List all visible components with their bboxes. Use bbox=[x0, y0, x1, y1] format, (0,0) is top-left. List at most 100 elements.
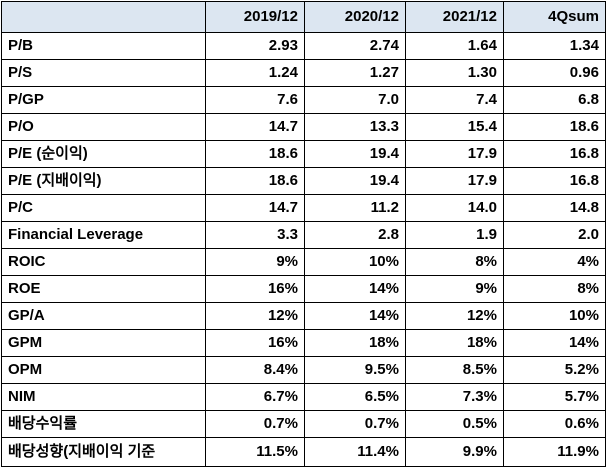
value-cell: 11.4% bbox=[304, 437, 406, 467]
value-cell: 12% bbox=[405, 302, 504, 330]
value-cell: 5.7% bbox=[503, 383, 606, 411]
value-cell: 7.3% bbox=[405, 383, 504, 411]
value-cell: 11.5% bbox=[205, 437, 305, 467]
value-cell: 14.7 bbox=[205, 113, 305, 141]
row-label: P/C bbox=[1, 194, 206, 222]
value-cell: 1.27 bbox=[304, 59, 406, 87]
row-label: P/E (순이익) bbox=[1, 140, 206, 168]
value-cell: 0.7% bbox=[205, 410, 305, 438]
value-cell: 10% bbox=[503, 302, 606, 330]
value-cell: 15.4 bbox=[405, 113, 504, 141]
table-row: P/GP 7.6 7.0 7.4 6.8 bbox=[1, 86, 606, 114]
row-label: GPM bbox=[1, 329, 206, 357]
value-cell: 1.64 bbox=[405, 32, 504, 60]
value-cell: 9% bbox=[405, 275, 504, 303]
value-cell: 11.9% bbox=[503, 437, 606, 467]
table-row: P/C 14.7 11.2 14.0 14.8 bbox=[1, 194, 606, 222]
table-row: ROIC 9% 10% 8% 4% bbox=[1, 248, 606, 276]
value-cell: 14% bbox=[503, 329, 606, 357]
value-cell: 0.5% bbox=[405, 410, 504, 438]
row-label: Financial Leverage bbox=[1, 221, 206, 249]
value-cell: 18.6 bbox=[205, 167, 305, 195]
value-cell: 14% bbox=[304, 302, 406, 330]
value-cell: 19.4 bbox=[304, 140, 406, 168]
row-label: 배당수익률 bbox=[1, 410, 206, 438]
value-cell: 9% bbox=[205, 248, 305, 276]
value-cell: 14% bbox=[304, 275, 406, 303]
value-cell: 8.5% bbox=[405, 356, 504, 384]
value-cell: 6.8 bbox=[503, 86, 606, 114]
table-row: P/E (순이익) 18.6 19.4 17.9 16.8 bbox=[1, 140, 606, 168]
table-row: P/E (지배이익) 18.6 19.4 17.9 16.8 bbox=[1, 167, 606, 195]
value-cell: 19.4 bbox=[304, 167, 406, 195]
value-cell: 7.6 bbox=[205, 86, 305, 114]
value-cell: 14.7 bbox=[205, 194, 305, 222]
value-cell: 7.0 bbox=[304, 86, 406, 114]
value-cell: 10% bbox=[304, 248, 406, 276]
row-label: ROE bbox=[1, 275, 206, 303]
table-row: P/S 1.24 1.27 1.30 0.96 bbox=[1, 59, 606, 87]
table-row: P/B 2.93 2.74 1.64 1.34 bbox=[1, 32, 606, 60]
value-cell: 2.74 bbox=[304, 32, 406, 60]
table-row: 배당수익률 0.7% 0.7% 0.5% 0.6% bbox=[1, 410, 606, 438]
header-cell-4qsum: 4Qsum bbox=[503, 1, 606, 33]
table-row: GPM 16% 18% 18% 14% bbox=[1, 329, 606, 357]
value-cell: 1.30 bbox=[405, 59, 504, 87]
value-cell: 18% bbox=[405, 329, 504, 357]
value-cell: 11.2 bbox=[304, 194, 406, 222]
header-cell-2021-12: 2021/12 bbox=[405, 1, 504, 33]
value-cell: 0.96 bbox=[503, 59, 606, 87]
header-cell-corner bbox=[1, 1, 206, 33]
row-label: NIM bbox=[1, 383, 206, 411]
row-label: P/GP bbox=[1, 86, 206, 114]
value-cell: 16% bbox=[205, 275, 305, 303]
value-cell: 16.8 bbox=[503, 167, 606, 195]
table-row: 배당성향(지배이익 기준 11.5% 11.4% 9.9% 11.9% bbox=[1, 437, 606, 467]
value-cell: 5.2% bbox=[503, 356, 606, 384]
value-cell: 18.6 bbox=[503, 113, 606, 141]
row-label: P/S bbox=[1, 59, 206, 87]
value-cell: 1.24 bbox=[205, 59, 305, 87]
header-cell-2019-12: 2019/12 bbox=[205, 1, 305, 33]
value-cell: 4% bbox=[503, 248, 606, 276]
value-cell: 6.5% bbox=[304, 383, 406, 411]
value-cell: 2.0 bbox=[503, 221, 606, 249]
value-cell: 17.9 bbox=[405, 167, 504, 195]
value-cell: 9.5% bbox=[304, 356, 406, 384]
value-cell: 2.93 bbox=[205, 32, 305, 60]
value-cell: 13.3 bbox=[304, 113, 406, 141]
value-cell: 6.7% bbox=[205, 383, 305, 411]
value-cell: 16% bbox=[205, 329, 305, 357]
table-row: NIM 6.7% 6.5% 7.3% 5.7% bbox=[1, 383, 606, 411]
row-label: GP/A bbox=[1, 302, 206, 330]
row-label: 배당성향(지배이익 기준 bbox=[1, 437, 206, 467]
table-row: ROE 16% 14% 9% 8% bbox=[1, 275, 606, 303]
value-cell: 9.9% bbox=[405, 437, 504, 467]
table-row: P/O 14.7 13.3 15.4 18.6 bbox=[1, 113, 606, 141]
value-cell: 14.0 bbox=[405, 194, 504, 222]
value-cell: 17.9 bbox=[405, 140, 504, 168]
row-label: P/B bbox=[1, 32, 206, 60]
value-cell: 2.8 bbox=[304, 221, 406, 249]
row-label: ROIC bbox=[1, 248, 206, 276]
header-cell-2020-12: 2020/12 bbox=[304, 1, 406, 33]
value-cell: 8% bbox=[405, 248, 504, 276]
value-cell: 8% bbox=[503, 275, 606, 303]
table-row: GP/A 12% 14% 12% 10% bbox=[1, 302, 606, 330]
value-cell: 1.34 bbox=[503, 32, 606, 60]
value-cell: 14.8 bbox=[503, 194, 606, 222]
value-cell: 18.6 bbox=[205, 140, 305, 168]
table-row: Financial Leverage 3.3 2.8 1.9 2.0 bbox=[1, 221, 606, 249]
row-label: P/E (지배이익) bbox=[1, 167, 206, 195]
value-cell: 16.8 bbox=[503, 140, 606, 168]
table-row: OPM 8.4% 9.5% 8.5% 5.2% bbox=[1, 356, 606, 384]
value-cell: 3.3 bbox=[205, 221, 305, 249]
value-cell: 18% bbox=[304, 329, 406, 357]
header-row: 2019/12 2020/12 2021/12 4Qsum bbox=[1, 1, 606, 33]
value-cell: 0.6% bbox=[503, 410, 606, 438]
row-label: OPM bbox=[1, 356, 206, 384]
value-cell: 1.9 bbox=[405, 221, 504, 249]
value-cell: 12% bbox=[205, 302, 305, 330]
